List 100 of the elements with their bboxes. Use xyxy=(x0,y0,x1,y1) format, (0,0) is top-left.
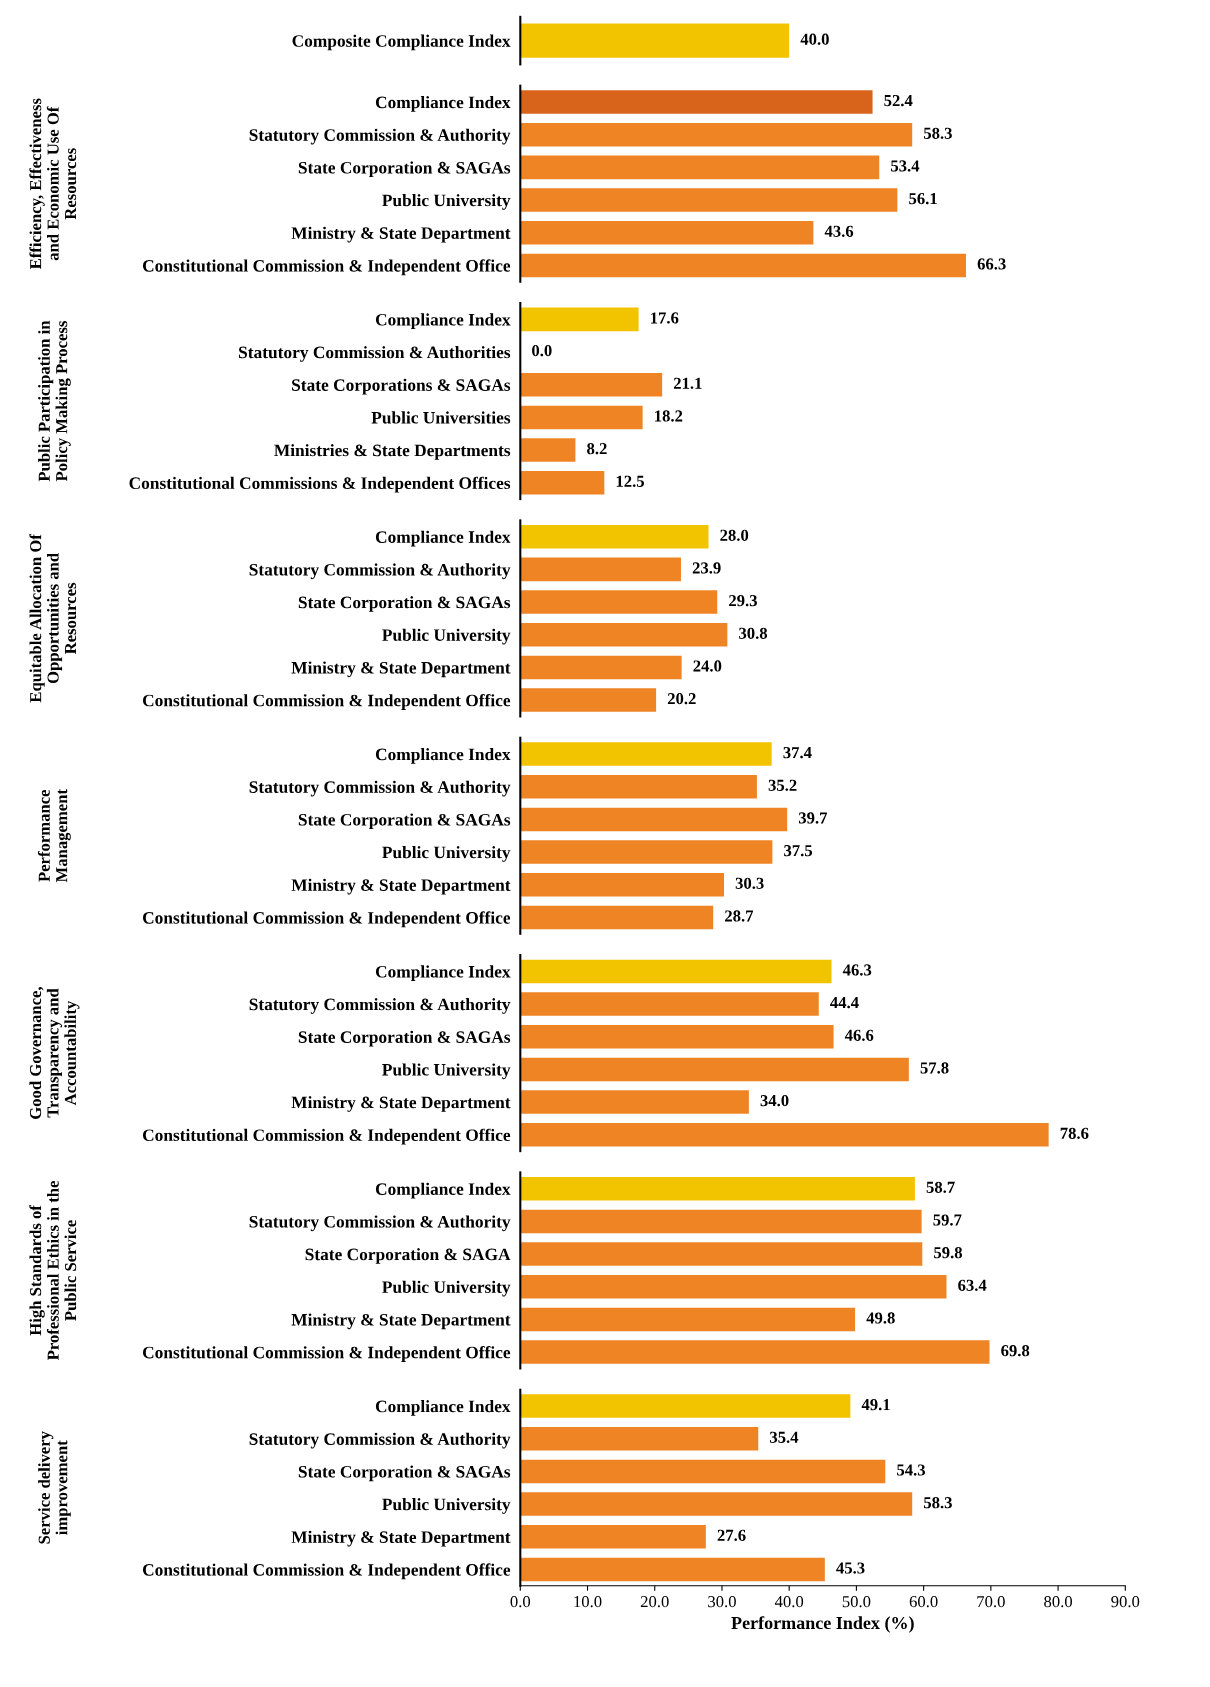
y-tick-label: Compliance Index xyxy=(375,313,511,330)
data-label: 46.6 xyxy=(844,1029,874,1041)
data-label: 35.2 xyxy=(768,779,797,791)
y-tick-label: Statutory Commission & Authority xyxy=(249,1432,511,1449)
bar xyxy=(520,1176,915,1201)
bar xyxy=(520,807,788,832)
bar xyxy=(520,1209,922,1234)
data-label: 37.4 xyxy=(783,747,812,759)
data-label: 24.0 xyxy=(693,660,722,672)
data-label: 37.5 xyxy=(784,845,813,857)
data-label: 66.3 xyxy=(977,258,1006,270)
y-tick-label: Constitutional Commissions & Independent Offices xyxy=(129,476,511,493)
bar xyxy=(520,590,718,614)
y-tick-label: Constitutional Commission & Independent Office xyxy=(142,259,511,276)
y-tick-label: Public University xyxy=(382,628,511,645)
x-tick-label: 80.0 xyxy=(1044,1595,1073,1608)
data-label: 23.9 xyxy=(692,562,721,574)
y-tick-label: Compliance Index xyxy=(375,530,511,547)
y-tick-label: Public University xyxy=(382,846,511,862)
y-tick-label: State Corporation & SAGAs xyxy=(298,813,511,830)
bar xyxy=(520,1242,923,1266)
y-tick-label: Ministry & State Department xyxy=(291,1313,511,1330)
y-tick-label: Compliance Index xyxy=(375,96,511,112)
bar xyxy=(520,1426,759,1451)
bar xyxy=(520,872,724,897)
data-label: 78.6 xyxy=(1060,1127,1089,1140)
bar xyxy=(520,688,657,712)
bar xyxy=(520,372,663,397)
y-tick-label: Compliance Index xyxy=(375,1400,511,1416)
y-tick-label: Constitutional Commission & Independent Office xyxy=(142,911,511,928)
data-label: 45.3 xyxy=(836,1562,865,1574)
y-tick-label: Public University xyxy=(382,194,511,210)
x-tick-label: 20.0 xyxy=(640,1595,669,1608)
data-label: 18.2 xyxy=(655,410,683,422)
bar xyxy=(520,90,873,114)
bar xyxy=(520,557,681,582)
y-tick-label: Public University xyxy=(382,1280,511,1297)
bar xyxy=(520,1090,749,1114)
data-label: 58.3 xyxy=(923,1497,952,1509)
bar xyxy=(520,1557,825,1582)
data-label: 39.7 xyxy=(798,812,828,824)
bar xyxy=(520,1340,990,1364)
bar xyxy=(520,524,709,549)
bar xyxy=(520,992,819,1016)
data-label: 43.6 xyxy=(824,225,854,237)
y-tick-label: Statutory Commission & Authorities xyxy=(239,346,511,362)
x-axis-title: Performance Index (%) xyxy=(731,1616,914,1633)
data-label: 69.8 xyxy=(1001,1345,1030,1357)
y-tick-label: State Corporation & SAGAs xyxy=(298,596,511,612)
bar xyxy=(520,307,639,332)
y-tick-label: Public Universities xyxy=(371,411,511,424)
bar xyxy=(520,655,682,680)
y-axis-title: Public Participation in Policy Making Process xyxy=(38,320,71,482)
y-axis-title: Efficiency, Effectiveness and Economic Use Of Resources xyxy=(29,98,77,270)
data-label: 21.1 xyxy=(673,377,702,389)
bar xyxy=(520,840,773,864)
y-tick-label: Public University xyxy=(382,1063,511,1080)
y-tick-label: Statutory Commission & Authority xyxy=(249,780,511,797)
x-tick-label: 60.0 xyxy=(909,1595,938,1608)
x-tick-label: 40.0 xyxy=(774,1595,804,1608)
y-axis-title: Performance Management xyxy=(37,789,71,883)
y-axis-title: High Standards of Professional Ethics in the Public Service xyxy=(29,1180,77,1361)
data-label: 28.0 xyxy=(720,529,749,541)
data-label: 12.5 xyxy=(616,475,644,487)
y-tick-label: Statutory Commission & Authority xyxy=(249,998,511,1014)
x-tick-label: 70.0 xyxy=(977,1595,1005,1608)
y-tick-label: Compliance Index xyxy=(375,748,511,764)
bar xyxy=(520,1057,909,1082)
bar xyxy=(520,1394,851,1418)
data-label: 49.1 xyxy=(861,1399,890,1411)
data-label: 40.0 xyxy=(800,33,829,45)
bar xyxy=(520,438,576,462)
data-label: 17.6 xyxy=(651,312,679,324)
data-label: 35.4 xyxy=(770,1431,799,1443)
x-tick-label: 50.0 xyxy=(842,1595,871,1608)
bar xyxy=(520,253,966,278)
y-tick-label: Public University xyxy=(382,1498,511,1514)
bar xyxy=(520,1492,913,1516)
y-tick-label: Constitutional Commission & Independent Office xyxy=(142,693,511,710)
bar xyxy=(520,155,880,180)
bar xyxy=(520,959,832,984)
data-label: 49.8 xyxy=(866,1312,895,1324)
y-tick-label: Statutory Commission & Authority xyxy=(249,128,511,145)
data-label: 54.3 xyxy=(897,1464,926,1476)
bar xyxy=(520,1024,834,1049)
bar xyxy=(520,405,643,430)
data-label: 59.7 xyxy=(933,1214,962,1226)
x-tick-label: 10.0 xyxy=(574,1595,602,1608)
data-label: 20.2 xyxy=(667,693,696,705)
data-label: 58.3 xyxy=(923,127,952,139)
y-tick-label: Statutory Commission & Authority xyxy=(249,563,511,580)
data-label: 59.8 xyxy=(934,1247,963,1259)
x-tick-label: 0.0 xyxy=(510,1595,531,1608)
y-tick-label: Constitutional Commission & Independent Office xyxy=(142,1563,511,1580)
bar xyxy=(520,1459,886,1484)
bar xyxy=(520,774,757,799)
bar xyxy=(520,1123,1049,1147)
y-tick-label: Ministry & State Department xyxy=(291,226,511,243)
data-label: 29.3 xyxy=(729,595,757,607)
data-label: 28.7 xyxy=(725,910,754,922)
